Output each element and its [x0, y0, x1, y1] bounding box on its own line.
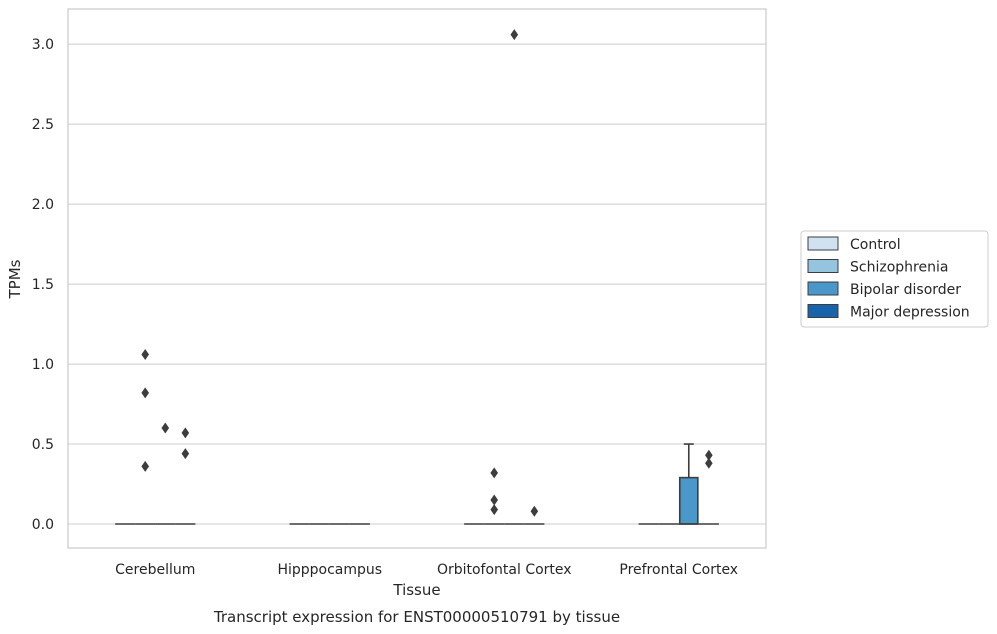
y-tick-label: 3.0 [32, 37, 54, 53]
box-bipolar-disorder [678, 443, 699, 525]
legend[interactable]: Control Schizophrenia Bipolar disorder Majo… [800, 230, 989, 328]
x-tick-label: Cerebellum [115, 562, 195, 578]
legend-swatch [807, 236, 839, 251]
legend-label: Bipolar disorder [850, 282, 961, 298]
y-tick-label: 2.0 [32, 197, 54, 213]
grid-lines [68, 43, 766, 525]
y-tick-labels: 0.0 0.5 1.0 1.5 2.0 2.5 3.0 [32, 37, 54, 533]
x-axis-title: Tissue [392, 581, 440, 599]
outlier-point [181, 427, 190, 439]
outlier-point [141, 460, 150, 472]
y-tick-label: 1.5 [32, 277, 54, 293]
legend-item-major-depression[interactable]: Major depression [807, 304, 970, 321]
legend-label: Major depression [850, 305, 970, 321]
box-series [115, 443, 719, 525]
legend-swatch [807, 304, 839, 318]
y-tick-label: 0.0 [32, 517, 54, 533]
outlier-point [705, 449, 713, 461]
outlier-point [161, 422, 170, 434]
x-tick-label: Hipppocampus [277, 562, 382, 578]
y-tick-label: 2.5 [32, 117, 54, 133]
y-tick-label: 0.5 [32, 437, 54, 453]
x-tick-labels: Cerebellum Hipppocampus Orbitofontal Corte… [115, 562, 738, 578]
y-axis-title: TPMs [6, 259, 24, 299]
outlier-point [141, 348, 150, 360]
legend-swatch [807, 259, 839, 273]
legend-frame [800, 230, 989, 328]
legend-item-control[interactable]: Control [807, 236, 901, 253]
box-body [678, 476, 699, 525]
outlier-point [181, 448, 190, 460]
legend-item-schizophrenia[interactable]: Schizophrenia [807, 259, 948, 276]
outlier-point [141, 387, 150, 399]
legend-item-bipolar-disorder[interactable]: Bipolar disorder [807, 281, 961, 298]
outlier-point [490, 494, 499, 506]
outlier-point [490, 504, 499, 516]
outlier-points [141, 29, 713, 517]
x-tick-label: Orbitofontal Cortex [437, 562, 572, 578]
chart-caption: Transcript expression for ENST0000051079… [213, 608, 620, 626]
legend-label: Control [850, 237, 901, 253]
outlier-point [530, 505, 539, 517]
legend-label: Schizophrenia [850, 260, 948, 276]
outlier-point [510, 29, 519, 41]
y-tick-label: 1.0 [32, 357, 54, 373]
outlier-point [705, 457, 713, 469]
plot-frame [67, 8, 767, 549]
outlier-point [490, 467, 499, 479]
x-tick-label: Prefrontal Cortex [619, 562, 738, 578]
legend-swatch [807, 281, 839, 296]
